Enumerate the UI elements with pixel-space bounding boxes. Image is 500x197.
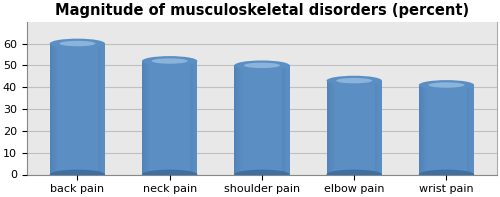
Bar: [238, 65, 240, 175]
Bar: [50, 44, 105, 175]
Bar: [284, 65, 285, 175]
Bar: [326, 81, 382, 175]
Bar: [240, 65, 242, 175]
Bar: [419, 85, 420, 175]
Ellipse shape: [234, 170, 289, 179]
Bar: [334, 81, 335, 175]
Bar: [285, 65, 286, 175]
Bar: [420, 85, 421, 175]
Bar: [374, 81, 376, 175]
Ellipse shape: [50, 170, 105, 179]
Bar: [287, 65, 288, 175]
Bar: [194, 61, 195, 175]
Bar: [54, 44, 55, 175]
Bar: [55, 44, 56, 175]
Ellipse shape: [142, 170, 198, 179]
Bar: [422, 85, 423, 175]
Bar: [192, 61, 194, 175]
Bar: [377, 81, 378, 175]
Bar: [330, 81, 332, 175]
Ellipse shape: [326, 76, 382, 85]
Bar: [52, 44, 53, 175]
Ellipse shape: [419, 170, 474, 179]
Bar: [56, 44, 57, 175]
Bar: [190, 61, 192, 175]
Ellipse shape: [419, 80, 474, 90]
Bar: [421, 85, 422, 175]
Bar: [419, 85, 474, 175]
Bar: [288, 65, 290, 175]
Bar: [98, 44, 99, 175]
Bar: [472, 85, 473, 175]
Ellipse shape: [336, 78, 372, 83]
Ellipse shape: [428, 82, 464, 88]
Bar: [234, 65, 289, 175]
Ellipse shape: [60, 41, 96, 46]
Ellipse shape: [142, 56, 198, 66]
Bar: [53, 44, 54, 175]
Bar: [424, 85, 425, 175]
Bar: [470, 85, 472, 175]
Bar: [144, 61, 145, 175]
Bar: [473, 85, 474, 175]
Bar: [423, 85, 424, 175]
Bar: [195, 61, 196, 175]
Bar: [149, 61, 150, 175]
Bar: [468, 85, 469, 175]
Bar: [148, 61, 149, 175]
Ellipse shape: [152, 58, 188, 64]
Bar: [145, 61, 146, 175]
Ellipse shape: [326, 170, 382, 179]
Title: Magnitude of musculoskeletal disorders (percent): Magnitude of musculoskeletal disorders (…: [55, 3, 469, 18]
Bar: [146, 61, 147, 175]
Bar: [425, 85, 426, 175]
Bar: [380, 81, 382, 175]
Bar: [286, 65, 287, 175]
Bar: [142, 61, 143, 175]
Bar: [332, 81, 334, 175]
Bar: [100, 44, 102, 175]
Bar: [234, 65, 235, 175]
Bar: [99, 44, 100, 175]
Bar: [196, 61, 198, 175]
Bar: [426, 85, 427, 175]
Bar: [50, 44, 52, 175]
Bar: [236, 65, 238, 175]
Bar: [57, 44, 58, 175]
Ellipse shape: [234, 60, 289, 70]
Bar: [147, 61, 148, 175]
Bar: [467, 85, 468, 175]
Bar: [378, 81, 380, 175]
Ellipse shape: [50, 39, 105, 48]
Ellipse shape: [244, 63, 280, 68]
Bar: [142, 61, 198, 175]
Bar: [282, 65, 284, 175]
Bar: [328, 81, 330, 175]
Bar: [104, 44, 105, 175]
Bar: [376, 81, 377, 175]
Bar: [143, 61, 144, 175]
Bar: [326, 81, 328, 175]
Bar: [102, 44, 104, 175]
